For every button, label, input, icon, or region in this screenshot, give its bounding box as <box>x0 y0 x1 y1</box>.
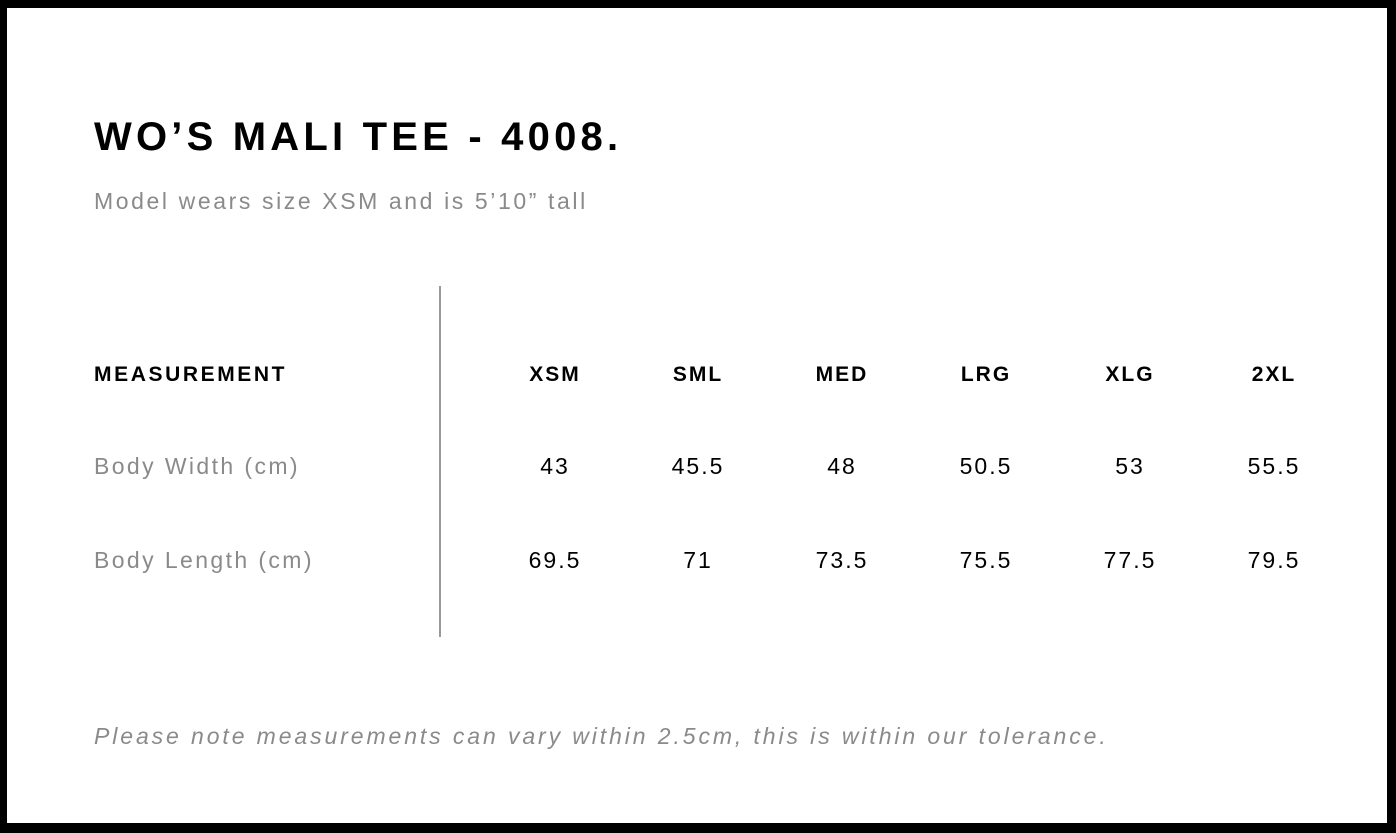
table-cell: 71 <box>683 547 713 573</box>
table-cell: 79.5 <box>1247 547 1301 573</box>
table-cell: 75.5 <box>959 547 1013 573</box>
table-cell: 55.5 <box>1247 453 1301 479</box>
size-header-xsm: XSM <box>529 363 581 386</box>
table-cell: 43 <box>540 453 570 479</box>
column-divider <box>439 286 441 637</box>
size-header-med: MED <box>815 363 869 386</box>
measurement-header: MEASUREMENT <box>94 363 288 386</box>
page-title: WO’S MALI TEE - 4008. <box>94 115 623 159</box>
table-cell: 45.5 <box>671 453 725 479</box>
model-info: Model wears size XSM and is 5’10” tall <box>94 188 588 214</box>
size-header-2xl: 2XL <box>1251 363 1297 386</box>
size-header-lrg: LRG <box>960 363 1012 386</box>
table-cell: 53 <box>1115 453 1145 479</box>
table-cell: 73.5 <box>815 547 869 573</box>
table-cell: 50.5 <box>959 453 1013 479</box>
size-header-xlg: XLG <box>1105 363 1155 386</box>
size-chart-card: WO’S MALI TEE - 4008. Model wears size X… <box>7 8 1387 823</box>
size-header-sml: SML <box>672 363 724 386</box>
table-cell: 48 <box>827 453 857 479</box>
table-cell: 77.5 <box>1103 547 1157 573</box>
row-label: Body Width (cm) <box>94 453 300 479</box>
table-cell: 69.5 <box>528 547 582 573</box>
row-label: Body Length (cm) <box>94 547 314 573</box>
tolerance-note: Please note measurements can vary within… <box>94 723 1109 749</box>
